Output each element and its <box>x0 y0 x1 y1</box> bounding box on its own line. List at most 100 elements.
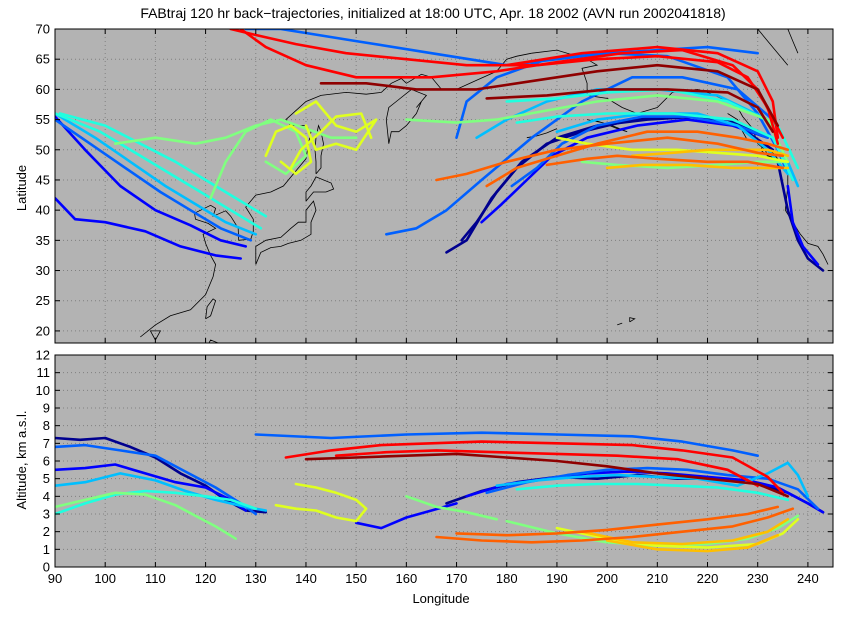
altitude-xtick-label: 230 <box>747 571 769 586</box>
altitude-ytick-label: 12 <box>36 348 50 363</box>
altitude-ytick-label: 1 <box>43 542 50 557</box>
altitude-xtick-label: 120 <box>195 571 217 586</box>
altitude-trajectory-line <box>55 472 268 512</box>
coastline <box>305 176 335 202</box>
map-ytick-label: 20 <box>36 323 50 338</box>
altitude-ytick-label: 5 <box>43 471 50 486</box>
map-trajectory-line <box>480 118 769 224</box>
map-trajectory-line <box>244 29 759 67</box>
altitude-xtick-label: 150 <box>345 571 367 586</box>
altitude-ytick-label: 6 <box>43 454 50 469</box>
coastline <box>757 29 789 66</box>
altitude-xtick-label: 160 <box>396 571 418 586</box>
altitude-xtick-label: 100 <box>94 571 116 586</box>
coastline <box>385 88 428 144</box>
map-ylabel: Latitude <box>14 165 29 211</box>
map-trajectory-line <box>385 76 775 236</box>
altitude-trajectory-line <box>405 495 498 521</box>
altitude-ytick-label: 3 <box>43 507 50 522</box>
map-trajectory-line <box>485 88 775 133</box>
altitude-trajectory-line <box>55 491 237 540</box>
map-trajectory-line <box>545 154 785 170</box>
altitude-ytick-label: 11 <box>37 365 51 380</box>
map-ytick-label: 25 <box>36 293 50 308</box>
map-trajectory-line <box>505 45 780 139</box>
map-trajectory-line <box>776 160 825 272</box>
altitude-xtick-label: 190 <box>546 571 568 586</box>
altitude-xtick-label: 220 <box>697 571 719 586</box>
map-trajectory-line <box>630 148 790 158</box>
altitude-trajectory-line <box>55 489 258 516</box>
map-trajectory-line <box>786 184 820 266</box>
map-panel: 20 25 30 35 40 45 50 55 60 65 70 <box>36 22 834 344</box>
map-trajectory-line <box>555 136 790 164</box>
altitude-ytick-label: 10 <box>36 383 50 398</box>
altitude-trajectory-line <box>605 533 780 553</box>
map-trajectory-line <box>55 196 242 260</box>
map-trajectory-line <box>264 124 313 176</box>
map-trajectory-line <box>289 112 373 170</box>
map-ytick-label: 50 <box>36 142 50 157</box>
altitude-xtick-label: 240 <box>797 571 819 586</box>
map-trajectory-line <box>435 136 785 182</box>
map-ytick-label: 60 <box>36 82 50 97</box>
altitude-ytick-label: 2 <box>43 524 50 539</box>
map-trajectory-line <box>55 112 263 230</box>
coastline <box>629 317 636 323</box>
coastline <box>314 124 324 175</box>
altitude-xtick-label: 180 <box>496 571 518 586</box>
altitude-xtick-label: 170 <box>446 571 468 586</box>
altitude-trajectory-line <box>515 482 790 502</box>
altitude-trajectory-line <box>254 431 759 457</box>
altitude-xtick-label: 110 <box>145 571 166 586</box>
coastline <box>255 200 317 265</box>
map-ytick-label: 35 <box>36 233 50 248</box>
map-trajectory-line <box>55 118 253 242</box>
map-trajectory-line <box>515 112 795 182</box>
coastline <box>617 322 623 326</box>
map-ytick-label: 45 <box>36 172 50 187</box>
coastline <box>205 298 217 320</box>
map-trajectory-line <box>319 63 780 127</box>
altitude-trajectory-line <box>304 452 790 498</box>
altitude-trajectory-line <box>284 440 785 495</box>
altitude-ytick-label: 0 <box>43 560 50 575</box>
altitude-trajectory-line <box>274 482 368 523</box>
map-ytick-label: 65 <box>36 52 50 67</box>
map-trajectory-line <box>239 29 785 139</box>
altitude-xtick-label: 200 <box>596 571 618 586</box>
map-trajectory-line <box>58 112 268 218</box>
altitude-xtick-label: 130 <box>245 571 267 586</box>
altitude-panel: 90 100 110 120 130 140 150 160 170 180 190 200 210 22… <box>36 348 834 586</box>
map-trajectory-line <box>55 112 258 236</box>
altitude-trajectory-line <box>455 505 780 537</box>
map-trajectory-line <box>405 94 790 164</box>
map-ytick-label: 55 <box>36 112 50 127</box>
altitude-trajectory-line <box>435 507 795 544</box>
chart-title: FABtraj 120 hr back−trajectories, initia… <box>140 5 725 21</box>
map-trajectory-line <box>209 118 308 200</box>
altitude-ytick-label: 8 <box>43 418 50 433</box>
coastline <box>787 29 799 54</box>
map-trajectory-line <box>55 115 247 248</box>
altitude-trajectory-line <box>580 518 790 546</box>
coastline <box>140 52 532 338</box>
altitude-xtick-label: 210 <box>646 571 668 586</box>
map-ytick-label: 30 <box>36 263 50 278</box>
altitude-trajectory-line <box>55 463 247 512</box>
altitude-xtick-label: 90 <box>48 571 62 586</box>
map-ytick-label: 40 <box>36 203 50 218</box>
map-trajectory-line <box>294 100 378 152</box>
altitude-ytick-label: 9 <box>43 401 50 416</box>
map-axes-frame <box>54 28 834 344</box>
altitude-ytick-label: 7 <box>43 436 50 451</box>
altitude-ylabel: Altitude, km a.s.l. <box>14 411 29 510</box>
altitude-xlabel: Longitude <box>412 591 469 606</box>
altitude-trajectory-line <box>334 449 759 487</box>
altitude-xtick-label: 140 <box>295 571 317 586</box>
altitude-ytick-label: 4 <box>43 489 50 504</box>
map-ytick-label: 70 <box>36 22 50 37</box>
map-trajectory-line <box>485 130 790 188</box>
map-trajectory-line <box>605 163 790 170</box>
